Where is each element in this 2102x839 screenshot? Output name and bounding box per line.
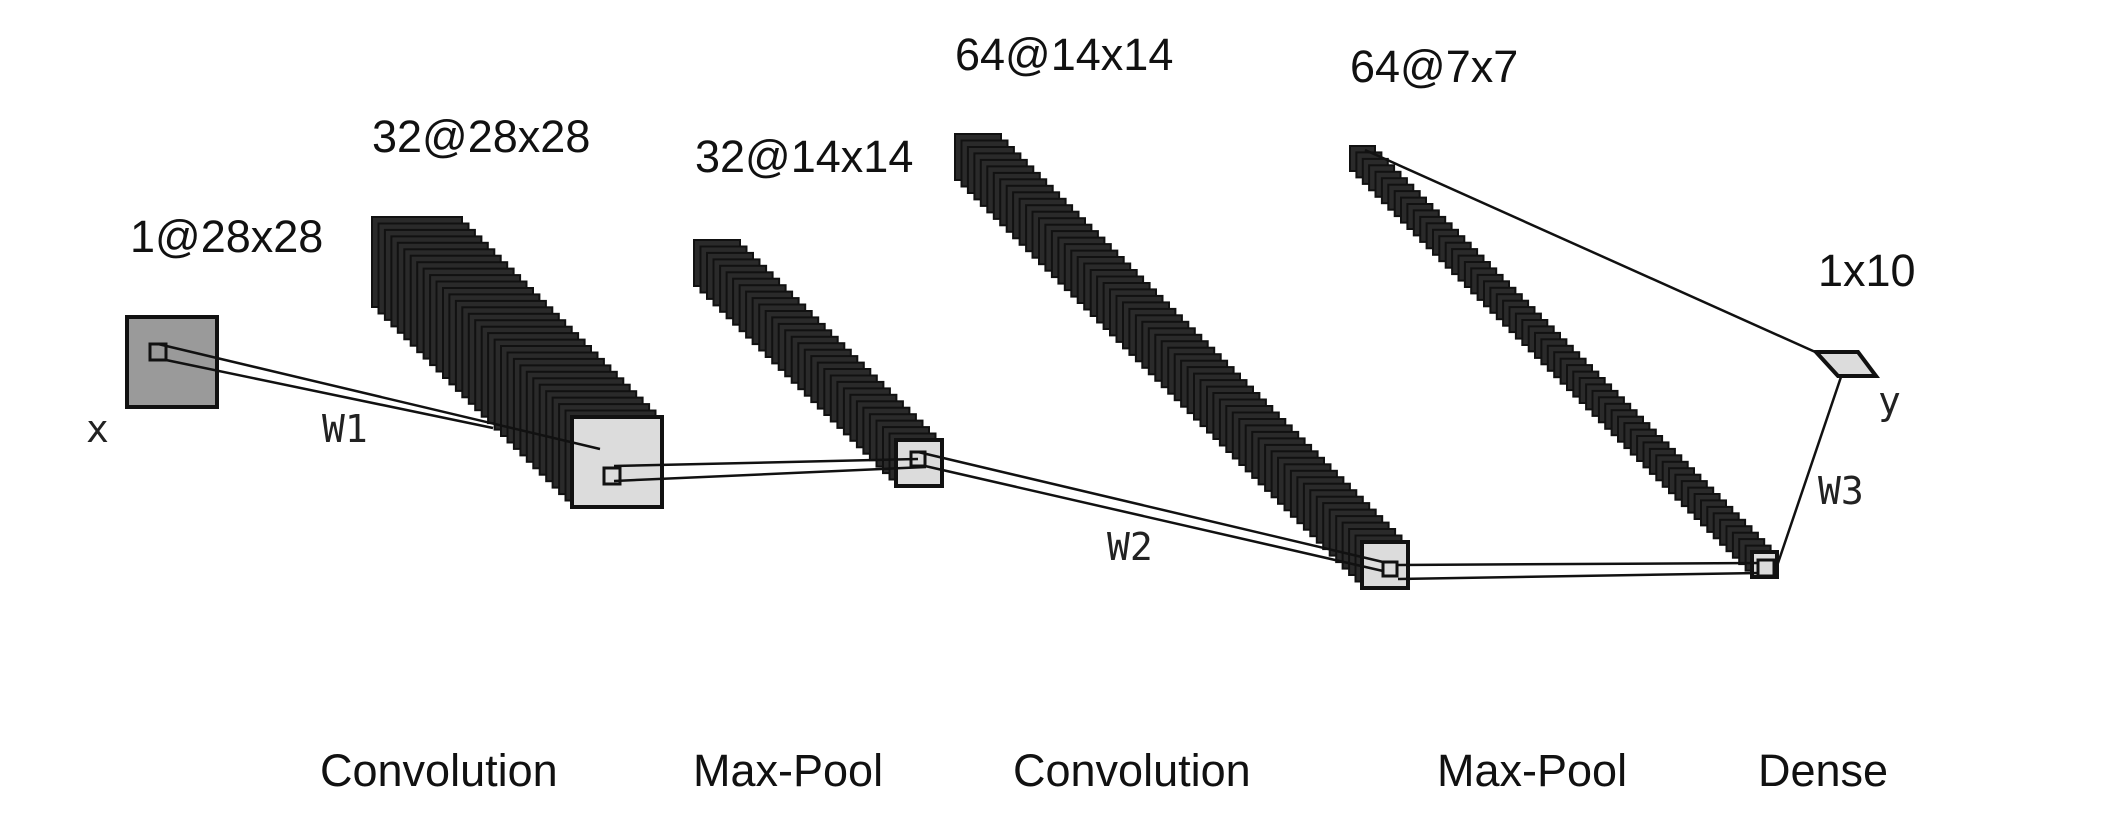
input-map [125, 315, 219, 409]
w2-connection-top [917, 450, 1384, 564]
pool2-receptive-field [1756, 558, 1776, 578]
conv1-front-map [570, 415, 664, 509]
pool1-feature-map-stack [693, 239, 944, 488]
weight-label-w1: W1 [322, 407, 368, 451]
conv2-receptive-field [1381, 560, 1399, 578]
weight-label-w2: W2 [1107, 525, 1153, 569]
conv2-feature-map-stack [954, 133, 1410, 590]
w1-connection-bottom [165, 358, 494, 430]
layer-label-conv2: 64@14x14 [955, 29, 1173, 80]
w3-connection-top [1364, 148, 1823, 357]
w-pool2-connection-top [1397, 561, 1760, 567]
operation-label-conv2: Convolution [1013, 745, 1251, 796]
w-pool2-connection-bottom [1397, 571, 1760, 581]
w1-connection-top [157, 342, 601, 451]
output-symbol-y: y [1878, 379, 1901, 423]
operation-label-conv1: Convolution [320, 745, 558, 796]
w2-connection-bottom [924, 464, 1384, 573]
connection-lines [157, 148, 1844, 581]
layer-label-dense: 1x10 [1818, 245, 1916, 296]
w-pool1-connection-bottom [613, 465, 927, 483]
pool1-front-map [894, 438, 944, 488]
layer-label-pool1: 32@14x14 [695, 131, 913, 182]
operation-label-pool2: Max-Pool [1437, 745, 1627, 796]
conv1-receptive-field [602, 466, 622, 486]
w3-connection-bottom [1775, 373, 1844, 567]
dense-output [1811, 350, 1880, 378]
conv1-feature-map-stack [371, 216, 664, 509]
w-pool1-connection-top [613, 457, 919, 468]
layer-label-pool2: 64@7x7 [1350, 41, 1518, 92]
weight-label-w3: W3 [1818, 469, 1864, 513]
layer-label-input: 1@28x28 [130, 211, 323, 262]
operation-label-dense: Dense [1758, 745, 1888, 796]
input-symbol-x: x [86, 407, 109, 451]
layer-label-conv1: 32@28x28 [372, 111, 590, 162]
operation-label-pool1: Max-Pool [693, 745, 883, 796]
pool2-feature-map-stack [1349, 145, 1779, 579]
